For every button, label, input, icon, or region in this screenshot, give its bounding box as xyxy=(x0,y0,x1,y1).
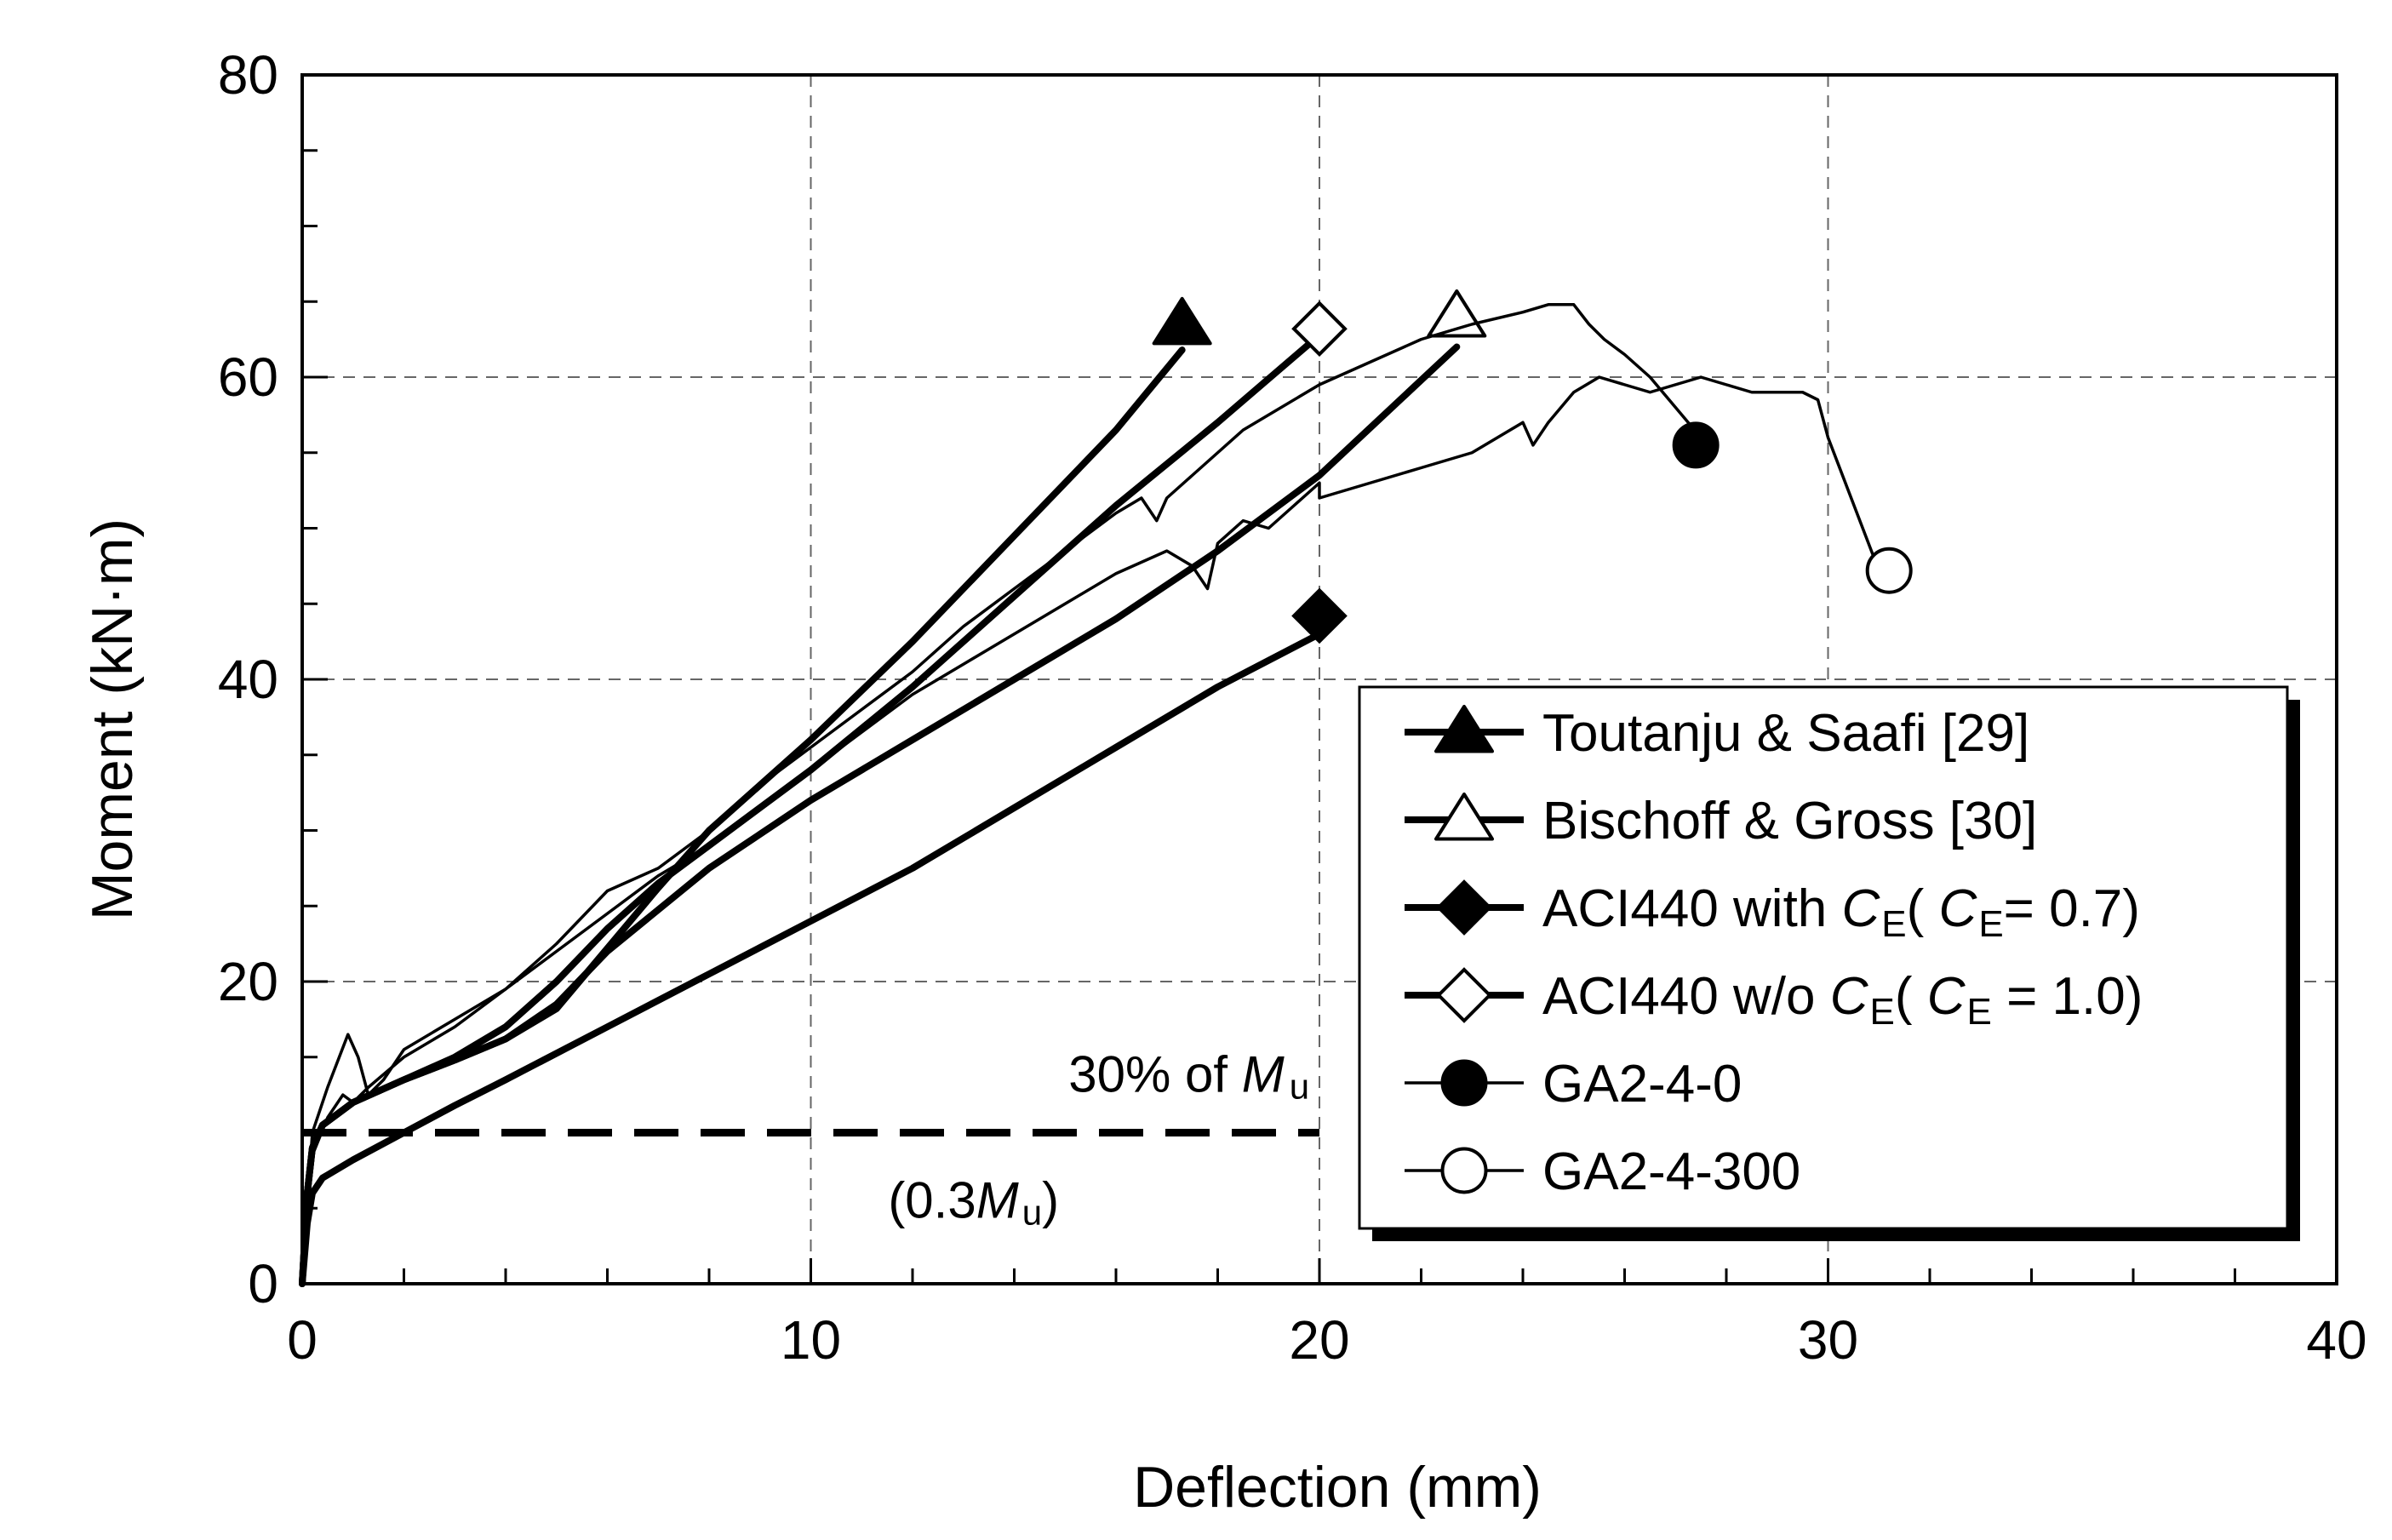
series-line-3 xyxy=(299,630,1323,1287)
y-tick-label: 80 xyxy=(218,44,278,106)
axes: 0 10 20 30 40 0 20 40 60 80 xyxy=(218,44,2367,1371)
legend-label-1: Toutanju & Saafi [29] xyxy=(1542,704,2029,763)
legend-label-4: ACI440 w/o CE( CE = 1.0) xyxy=(1542,967,2143,1033)
annotation-30pct-text: 30% of xyxy=(1068,1046,1241,1103)
annotation-30pct-subscript: u xyxy=(1290,1067,1309,1107)
x-tick-label: 20 xyxy=(1289,1309,1349,1371)
series-line-5 xyxy=(300,303,1718,1285)
series-end-marker-1 xyxy=(1152,296,1212,346)
x-tick-label: 0 xyxy=(287,1309,318,1371)
annotation-30pct-symbol: M xyxy=(1242,1046,1285,1103)
legend: Toutanju & Saafi [29] Bischoff & Gross [3… xyxy=(1358,685,2300,1241)
legend-label-2: Bischoff & Gross [30] xyxy=(1542,792,2037,850)
legend-box xyxy=(1358,685,2289,1230)
y-tick-label: 40 xyxy=(218,649,278,710)
legend-marker-5 xyxy=(1440,1059,1488,1107)
annotation-03mu-subscript: u xyxy=(1022,1193,1042,1233)
series-line-4 xyxy=(299,340,1313,1287)
y-tick-label: 60 xyxy=(218,346,278,408)
legend-marker-6 xyxy=(1440,1147,1488,1194)
x-tick-label: 10 xyxy=(781,1309,841,1371)
legend-label-5: GA2-4-0 xyxy=(1542,1055,1742,1113)
legend-marker-2 xyxy=(1434,793,1494,841)
annotation-03mu-symbol: M xyxy=(976,1172,1019,1229)
annotation-03mu-open: (0.3 xyxy=(888,1172,976,1229)
y-tick-label: 0 xyxy=(248,1253,278,1314)
annotation-03mu-close: ) xyxy=(1042,1172,1059,1229)
legend-label-6: GA2-4-300 xyxy=(1542,1142,1800,1201)
x-tick-label: 40 xyxy=(2306,1309,2366,1371)
y-axis-title: Moment (kN·m) xyxy=(80,518,145,920)
legend-marker-4 xyxy=(1436,967,1492,1023)
series-group xyxy=(299,289,1913,1287)
x-axis-title: Deflection (mm) xyxy=(1133,1455,1542,1520)
legend-label-3: ACI440 with CE( CE= 0.7) xyxy=(1542,879,2140,945)
legend-marker-1 xyxy=(1434,705,1494,753)
series-end-marker-3 xyxy=(1291,587,1348,644)
series-end-marker-4 xyxy=(1291,301,1348,358)
annotation-03mu-label: (0.3Mu) xyxy=(888,1172,1059,1233)
y-tick-label: 20 xyxy=(218,951,278,1012)
legend-marker-3 xyxy=(1436,879,1492,936)
x-tick-label: 30 xyxy=(1798,1309,1858,1371)
series-end-marker-6 xyxy=(1865,547,1913,594)
series-line-6 xyxy=(300,375,1880,1285)
series-end-marker-5 xyxy=(1672,421,1720,469)
